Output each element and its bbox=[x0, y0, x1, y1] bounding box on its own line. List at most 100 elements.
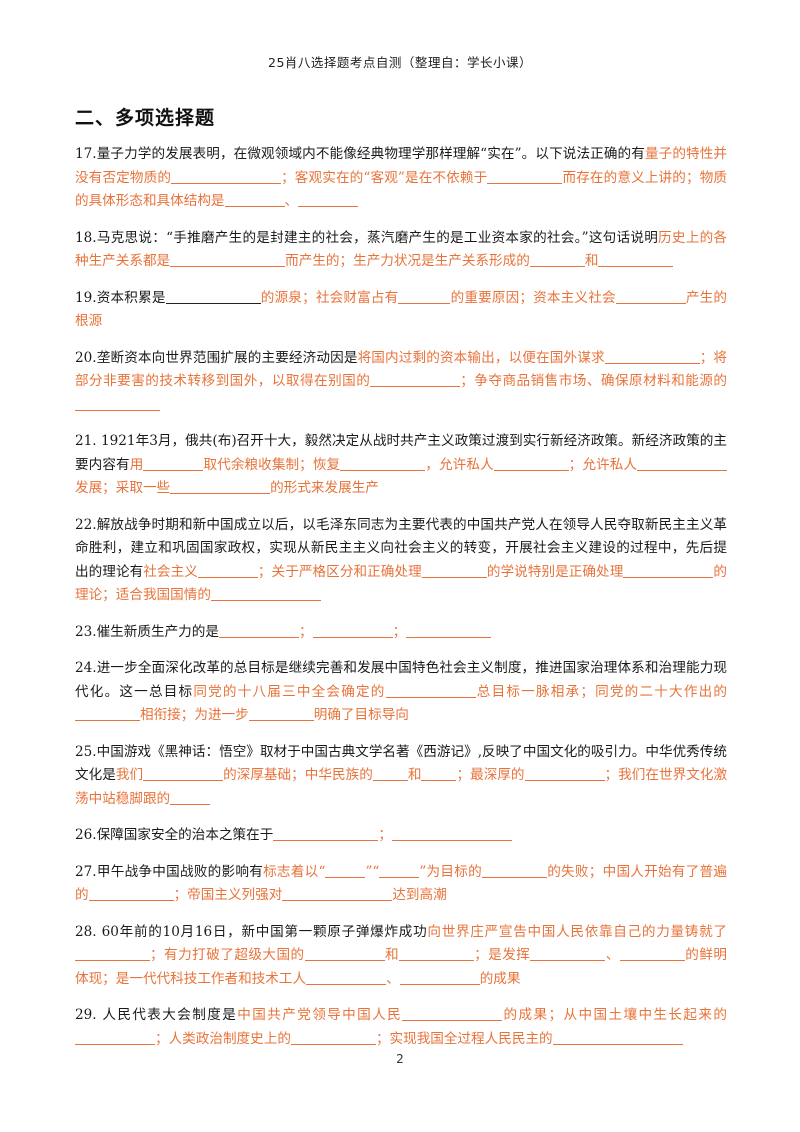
fill-blank[interactable] bbox=[493, 456, 569, 471]
fill-blank[interactable] bbox=[75, 946, 150, 961]
fill-blank[interactable] bbox=[379, 863, 420, 878]
fill-blank[interactable] bbox=[421, 563, 487, 578]
fill-blank[interactable] bbox=[637, 456, 728, 471]
fill-blank[interactable] bbox=[623, 563, 714, 578]
answer-hint-text: 我们 bbox=[115, 767, 144, 783]
fill-blank[interactable] bbox=[487, 169, 563, 184]
answer-hint-text: ；有力打破了超级大国的 bbox=[150, 947, 305, 963]
fill-blank[interactable] bbox=[170, 790, 211, 805]
answer-hint-text: 和 bbox=[384, 947, 400, 963]
question-q21: 21. 1921年3月，俄共(布)召开十大，毅然决定从战时共产主义政策过渡到实行… bbox=[75, 430, 728, 501]
fill-blank[interactable] bbox=[171, 169, 282, 184]
fill-blank[interactable] bbox=[598, 252, 674, 267]
answer-hint-text: 标志着以“ bbox=[263, 863, 326, 880]
answer-hint-text: ；人类政治制度史上的 bbox=[155, 1030, 291, 1047]
fill-blank[interactable] bbox=[290, 1030, 376, 1045]
answer-hint-text: 向世界庄严宣告中国人民依靠自己的力量铸就了 bbox=[427, 923, 728, 940]
answer-hint-text: 历史上的各种生产关系都是 bbox=[75, 229, 727, 270]
fill-blank[interactable] bbox=[304, 946, 385, 961]
fill-blank[interactable] bbox=[399, 970, 480, 985]
fill-blank[interactable] bbox=[170, 252, 286, 267]
answer-hint-text: 、 bbox=[284, 193, 299, 209]
answer-hint-text: ；我们在世界文化激荡中站稳脚跟的 bbox=[75, 767, 728, 807]
fill-blank[interactable] bbox=[619, 946, 685, 961]
fill-blank[interactable] bbox=[552, 1030, 683, 1045]
answer-hint-text: 的鲜明体现；是一代代科技工作者和技术工人 bbox=[75, 947, 728, 987]
question-text: 29. 人民代表大会制度是 bbox=[75, 1007, 238, 1023]
fill-blank[interactable] bbox=[75, 396, 160, 411]
answer-hint-text: 发展；采取一些 bbox=[75, 480, 171, 496]
answer-hint-text: ；最深厚的 bbox=[456, 767, 525, 783]
fill-blank[interactable] bbox=[325, 863, 366, 878]
answer-hint-text: 而产生的；生产力状况是生产关系形成的 bbox=[285, 253, 530, 269]
fill-blank[interactable] bbox=[524, 766, 605, 781]
question-q29: 29. 人民代表大会制度是中国共产党领导中国人民 的成果；从中国土壤中生长起来的 ；… bbox=[75, 1004, 727, 1051]
fill-blank[interactable] bbox=[143, 766, 224, 781]
question-text: 20.垄断资本向世界范围扩展的主要经济动因是 bbox=[75, 349, 358, 366]
fill-blank[interactable] bbox=[399, 946, 475, 961]
fill-blank[interactable] bbox=[197, 563, 258, 578]
fill-blank[interactable] bbox=[391, 826, 512, 841]
answer-hint-text: 相衔接；为进一步 bbox=[140, 707, 249, 723]
question-text: 18.马克思说：“手推磨产生的是封建主的社会，蒸汽磨产生的是工业资本家的社会。”… bbox=[75, 229, 659, 246]
fill-blank[interactable] bbox=[88, 886, 174, 901]
fill-blank[interactable] bbox=[210, 586, 321, 601]
answer-hint-text: 、 bbox=[605, 947, 620, 963]
fill-blank[interactable] bbox=[421, 766, 457, 781]
fill-blank[interactable] bbox=[615, 289, 686, 304]
question-text: 26.保障国家安全的治本之策在于 bbox=[75, 827, 274, 843]
fill-blank[interactable] bbox=[530, 946, 606, 961]
fill-blank[interactable] bbox=[143, 456, 204, 471]
question-text: 19.资本积累是 bbox=[75, 289, 166, 306]
answer-hint-text: ；关于严格区分和正确处理 bbox=[257, 563, 422, 580]
answer-hint-text: ；允许私人 bbox=[568, 456, 638, 473]
fill-blank[interactable] bbox=[398, 289, 451, 304]
fill-blank[interactable] bbox=[604, 349, 700, 364]
fill-blank[interactable] bbox=[312, 623, 393, 638]
fill-blank[interactable] bbox=[372, 766, 408, 781]
answer-hint-text: ； bbox=[378, 827, 392, 843]
fill-blank[interactable] bbox=[406, 623, 492, 638]
answer-hint-text: ；帝国主义列强对 bbox=[173, 887, 283, 903]
answer-hint-text: 量子的特性并没有否定物质的 bbox=[75, 146, 728, 186]
fill-blank[interactable] bbox=[402, 1006, 503, 1021]
question-text: 17.量子力学的发展表明，在微观领域内不能像经典物理学那样理解“实在”。以下说法… bbox=[75, 146, 645, 162]
answer-hint-text: 的重要原因；资本主义社会 bbox=[450, 289, 616, 306]
answer-hint-text: 总目标一脉相承；同党的二十大作出的 bbox=[475, 683, 728, 700]
fill-blank[interactable] bbox=[248, 706, 314, 721]
fill-blank[interactable] bbox=[224, 192, 285, 207]
fill-blank[interactable] bbox=[298, 192, 359, 207]
answer-hint-text: 的形式来发展生产 bbox=[270, 480, 379, 496]
fill-blank[interactable] bbox=[75, 1030, 155, 1045]
fill-blank[interactable] bbox=[170, 479, 271, 494]
answer-hint-text: 的失败；中国人开始有了普遍的 bbox=[75, 863, 728, 904]
question-q24: 24.进一步全面深化改革的总目标是继续完善和发展中国特色社会主义制度，推进国家治… bbox=[75, 657, 727, 728]
fill-blank[interactable] bbox=[385, 683, 476, 698]
answer-hint-text: 明确了目标导向 bbox=[313, 707, 409, 723]
answer-hint-text: 中国共产党领导中国人民 bbox=[237, 1007, 403, 1023]
answer-hint-text: 的成果；从中国土壤中生长起来的 bbox=[502, 1007, 727, 1023]
answer-hint-text: 同党的十八届三中全会确定的 bbox=[193, 683, 386, 700]
fill-blank[interactable] bbox=[306, 970, 387, 985]
fill-blank[interactable] bbox=[165, 289, 261, 304]
answer-hint-text: 的深厚基础；中华民族的 bbox=[223, 767, 373, 783]
answer-hint-text: 而存在的意义上讲的；物质的具体形态和具体结构是 bbox=[75, 169, 728, 210]
fill-blank[interactable] bbox=[282, 886, 393, 901]
fill-blank[interactable] bbox=[340, 456, 426, 471]
answer-hint-text: 和 bbox=[407, 767, 422, 783]
section-title: 二、多项选择题 bbox=[75, 107, 216, 129]
fill-blank[interactable] bbox=[273, 826, 379, 841]
answer-hint-text: 将国内过剩的资本输出，以便在国外谋求 bbox=[357, 349, 605, 366]
page-header: 25肖八选择题考点自测（整理自：学长小课） bbox=[268, 55, 532, 70]
fill-blank[interactable] bbox=[529, 252, 585, 267]
question-q20: 20.垄断资本向世界范围扩展的主要经济动因是将国内过剩的资本输出，以便在国外谋求… bbox=[75, 347, 727, 418]
fill-blank[interactable] bbox=[481, 863, 547, 878]
fill-blank[interactable] bbox=[75, 706, 140, 721]
question-q23: 23.催生新质生产力的是 ； ； bbox=[75, 621, 727, 645]
answer-hint-text: 的学说特别是正确处理 bbox=[486, 563, 624, 580]
answer-hint-text: 达到高潮 bbox=[392, 887, 447, 903]
fill-blank[interactable] bbox=[370, 372, 461, 387]
fill-blank[interactable] bbox=[218, 623, 299, 638]
answer-hint-text: 用 bbox=[129, 456, 144, 473]
answer-hint-text: ”为目标的 bbox=[419, 863, 482, 880]
